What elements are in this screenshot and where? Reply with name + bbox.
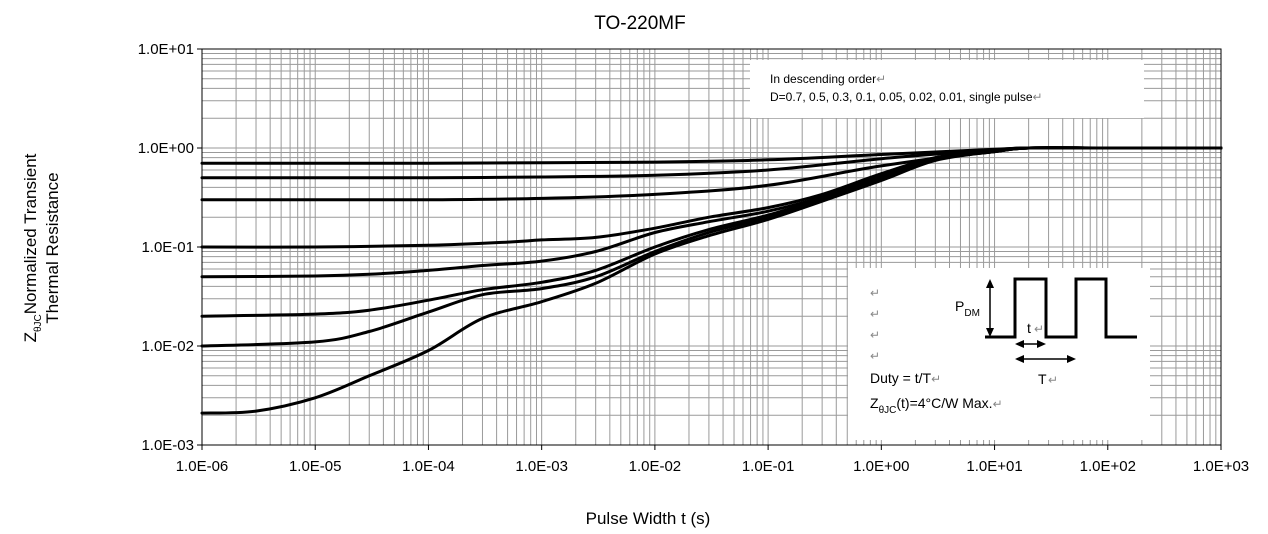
y-axis-label-line-1: Normalized Transient xyxy=(21,153,40,314)
x-tick-label: 1.0E-03 xyxy=(515,458,568,475)
t-arrow-head-right xyxy=(1037,340,1046,348)
T-arrow-head-right xyxy=(1067,355,1076,363)
x-tick-label: 1.0E+01 xyxy=(966,458,1022,475)
y-axis-label: ZθJCNormalized Transient Thermal Resista… xyxy=(21,153,62,342)
svg-text:Duty = t/T↵: Duty = t/T↵ xyxy=(870,370,941,386)
z-return-mark: ↵ xyxy=(993,397,1003,411)
x-tick-label: 1.0E-01 xyxy=(742,458,795,475)
T-return-mark: ↵ xyxy=(1048,373,1058,387)
T-arrow-head-left xyxy=(1015,355,1024,363)
pdm-arrow-head-up xyxy=(986,279,994,288)
z-subscript: θJC xyxy=(879,405,897,416)
duty-cycle-inset: ↵ ↵ ↵ ↵ PDM t ↵ T ↵ Duty = t/T↵ ZθJC(t)=… xyxy=(848,268,1150,440)
y-axis-label-line-2: Thermal Resistance xyxy=(43,172,62,323)
x-tick-label: 1.0E+02 xyxy=(1080,458,1136,475)
t-return-mark: ↵ xyxy=(1034,322,1044,336)
y-tick-label: 1.0E+00 xyxy=(138,140,194,157)
y-tick-label: 1.0E-03 xyxy=(141,437,194,454)
z-symbol: Z xyxy=(870,395,879,411)
svg-text:PDM: PDM xyxy=(955,298,980,319)
y-tick-label: 1.0E-02 xyxy=(141,338,194,355)
legend-note-return-mark-1: ↵ xyxy=(876,72,886,86)
svg-text:D=0.7, 0.5, 0.3, 0.1, 0.05, 0.: D=0.7, 0.5, 0.3, 0.1, 0.05, 0.02, 0.01, … xyxy=(770,90,1043,104)
curve-1 xyxy=(200,146,1223,165)
inset-return-mark-2: ↵ xyxy=(870,307,880,321)
svg-text:ZθJC(t)=4°C/W Max.↵: ZθJC(t)=4°C/W Max.↵ xyxy=(870,395,1003,416)
t-arrow-head-left xyxy=(1015,340,1024,348)
x-tick-label: 1.0E-05 xyxy=(289,458,342,475)
inset-box xyxy=(848,268,1150,440)
pdm-label: P xyxy=(955,298,964,314)
y-axis-ticks: 1.0E+01 1.0E+00 1.0E-01 1.0E-02 1.0E-03 xyxy=(138,41,202,454)
inset-return-mark-1: ↵ xyxy=(870,286,880,300)
duty-return-mark: ↵ xyxy=(931,372,941,386)
legend-note-return-mark-2: ↵ xyxy=(1033,90,1043,104)
y-axis-symbol: Z xyxy=(21,332,40,342)
svg-text:In descending order↵: In descending order↵ xyxy=(770,72,886,86)
legend-note-line-1: In descending order xyxy=(770,72,876,86)
t-label: t xyxy=(1027,320,1031,336)
legend-note: In descending order↵ D=0.7, 0.5, 0.3, 0.… xyxy=(750,60,1144,118)
pulse-waveform xyxy=(985,277,1137,339)
curve-8 xyxy=(200,146,1223,415)
legend-note-line-2: D=0.7, 0.5, 0.3, 0.1, 0.05, 0.02, 0.01, … xyxy=(770,90,1033,104)
z-text: (t)=4°C/W Max. xyxy=(896,395,992,411)
pdm-subscript: DM xyxy=(964,308,980,319)
x-tick-label: 1.0E-06 xyxy=(176,458,229,475)
inset-return-mark-4: ↵ xyxy=(870,349,880,363)
duty-text: Duty = t/T xyxy=(870,370,932,386)
y-tick-label: 1.0E+01 xyxy=(138,41,194,58)
x-axis-label: Pulse Width t (s) xyxy=(586,509,711,528)
y-axis-subscript: θJC xyxy=(33,314,44,332)
x-tick-label: 1.0E-02 xyxy=(629,458,682,475)
T-label: T xyxy=(1038,371,1047,387)
inset-return-mark-3: ↵ xyxy=(870,328,880,342)
curve-5 xyxy=(200,146,1223,279)
svg-text:ZθJCNormalized Transient: ZθJCNormalized Transient xyxy=(21,153,44,342)
curves xyxy=(200,146,1223,415)
chart-title: TO-220MF xyxy=(594,13,686,34)
x-tick-label: 1.0E+03 xyxy=(1193,458,1249,475)
legend-note-box xyxy=(750,60,1144,118)
pdm-arrow-head-down xyxy=(986,328,994,337)
y-tick-label: 1.0E-01 xyxy=(141,239,194,256)
x-tick-label: 1.0E+00 xyxy=(853,458,909,475)
x-tick-label: 1.0E-04 xyxy=(402,458,455,475)
x-axis-ticks: 1.0E-06 1.0E-05 1.0E-04 1.0E-03 1.0E-02 1.0E-… xyxy=(176,445,1249,475)
